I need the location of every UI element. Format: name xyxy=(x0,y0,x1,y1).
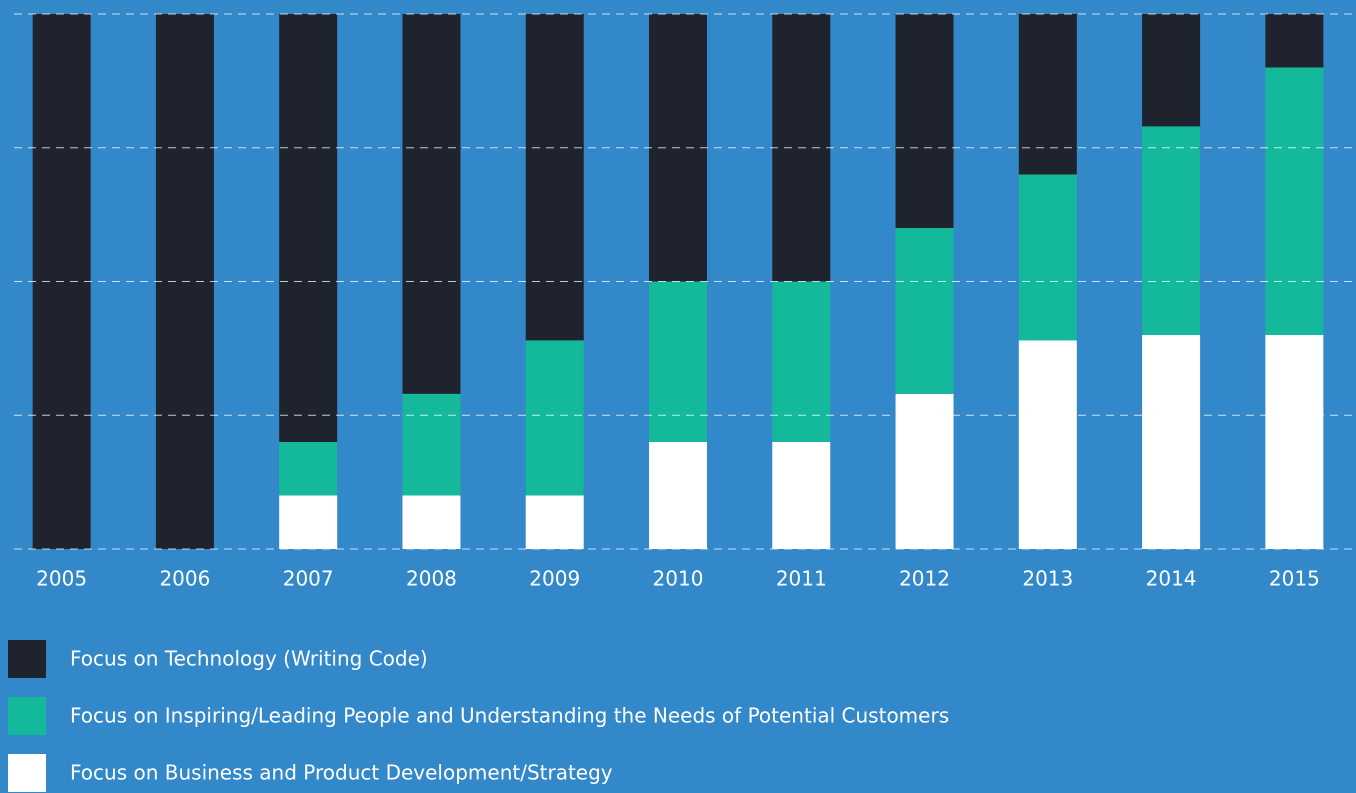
legend-label: Focus on Technology (Writing Code) xyxy=(70,647,428,671)
x-tick-label: 2005 xyxy=(36,567,87,591)
bar-segment xyxy=(772,281,831,442)
bar-segment xyxy=(1018,340,1077,549)
bar-segment xyxy=(402,393,461,496)
bar-segment xyxy=(649,281,707,442)
bar-segment xyxy=(1018,14,1077,175)
x-tick-label: 2011 xyxy=(776,567,827,591)
legend-swatch xyxy=(8,640,46,678)
x-tick-label: 2014 xyxy=(1146,567,1197,591)
bar-segment xyxy=(279,442,338,496)
bar-segment xyxy=(649,442,707,549)
x-tick-label: 2007 xyxy=(283,567,334,591)
legend-swatch xyxy=(8,754,46,792)
bar-segment xyxy=(895,393,954,549)
legend-label: Focus on Business and Product Developmen… xyxy=(70,761,613,785)
bar-segment xyxy=(525,14,584,341)
bar-segment xyxy=(279,14,338,442)
bar-segment xyxy=(1142,126,1201,335)
bar-segment xyxy=(402,495,461,549)
bar-segment xyxy=(1142,335,1201,549)
x-tick-label: 2015 xyxy=(1269,567,1320,591)
x-tick-label: 2008 xyxy=(406,567,457,591)
bar-segment xyxy=(1265,67,1324,335)
x-tick-label: 2012 xyxy=(899,567,950,591)
bar-segment xyxy=(895,228,954,394)
x-tick-label: 2009 xyxy=(529,567,580,591)
bar-segment xyxy=(525,495,584,549)
bar-segment xyxy=(279,495,338,549)
bar-segment xyxy=(1265,14,1324,68)
x-tick-label: 2006 xyxy=(159,567,210,591)
bar-segment xyxy=(772,442,831,549)
bar-segment xyxy=(402,14,461,394)
bar-segment xyxy=(1142,14,1201,127)
x-tick-label: 2010 xyxy=(653,567,704,591)
bar-segment xyxy=(1265,335,1324,549)
x-tick-label: 2013 xyxy=(1022,567,1073,591)
bar-segment xyxy=(525,340,584,496)
legend-swatch xyxy=(8,697,46,735)
bar-segment xyxy=(1018,174,1077,341)
bar-segment xyxy=(895,14,954,228)
legend-label: Focus on Inspiring/Leading People and Un… xyxy=(70,704,949,728)
